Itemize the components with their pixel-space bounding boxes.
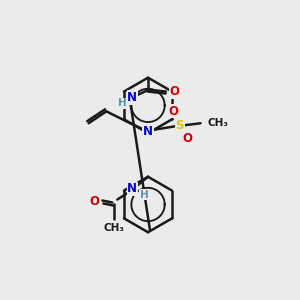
Text: O: O bbox=[183, 132, 193, 145]
Text: CH₃: CH₃ bbox=[208, 118, 229, 128]
Text: O: O bbox=[89, 195, 100, 208]
Text: N: N bbox=[127, 91, 137, 104]
Text: CH₃: CH₃ bbox=[104, 223, 125, 233]
Text: H: H bbox=[140, 190, 148, 200]
Text: S: S bbox=[176, 119, 184, 132]
Text: O: O bbox=[170, 85, 180, 98]
Text: O: O bbox=[169, 105, 179, 118]
Text: N: N bbox=[143, 125, 153, 138]
Text: N: N bbox=[127, 182, 137, 195]
Text: H: H bbox=[118, 98, 127, 108]
